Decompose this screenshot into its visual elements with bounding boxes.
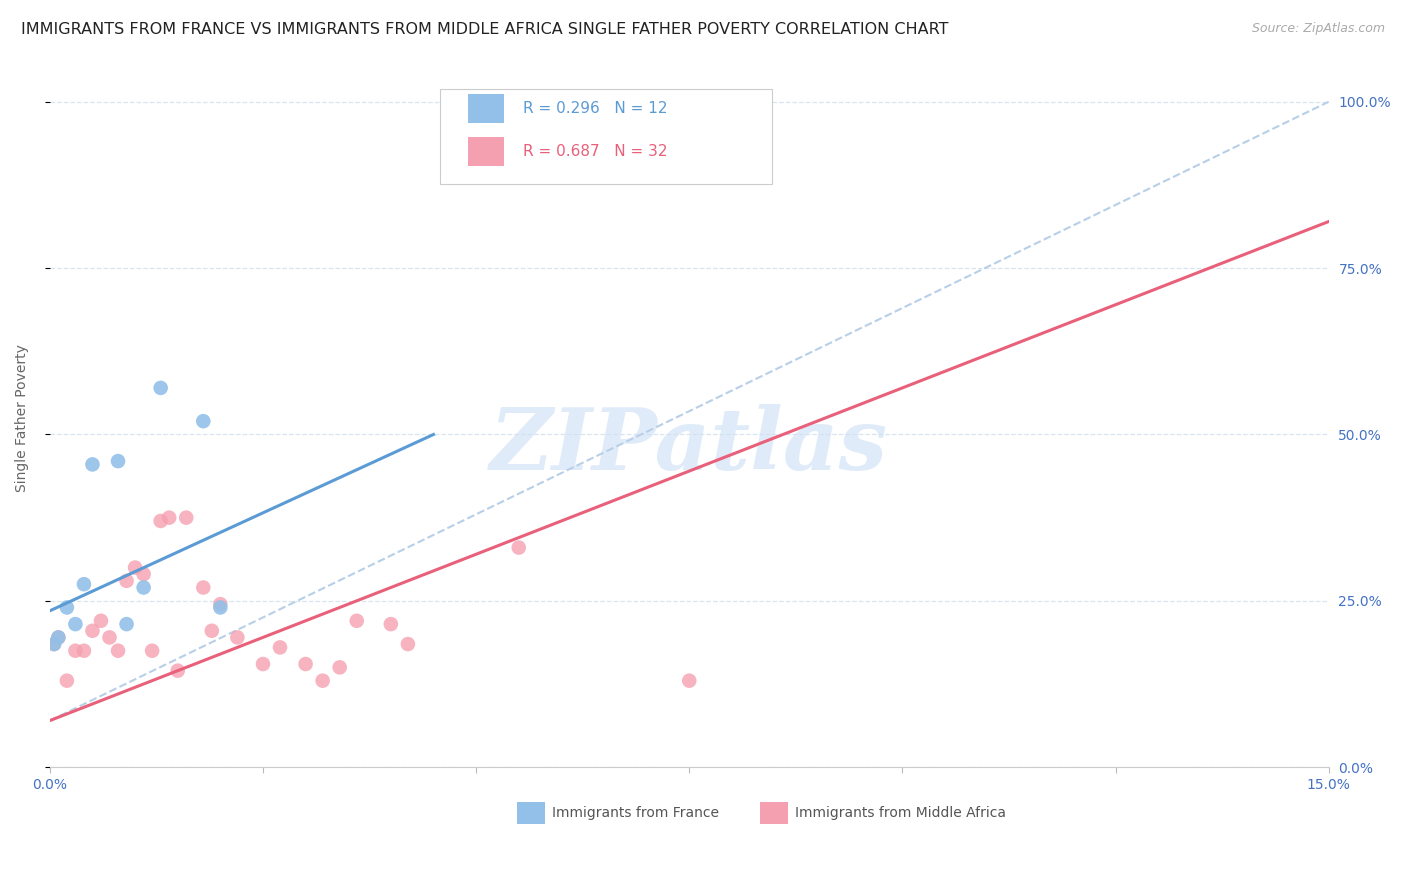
Point — [42, 637, 65, 651]
Point — [141, 644, 163, 658]
Point — [115, 617, 138, 632]
Point — [65, 644, 87, 658]
Point — [269, 640, 291, 655]
Point — [56, 600, 79, 615]
Point — [124, 560, 146, 574]
Point — [42, 637, 65, 651]
Point — [166, 664, 188, 678]
Point — [396, 637, 419, 651]
Point — [311, 673, 333, 688]
FancyBboxPatch shape — [468, 94, 503, 123]
Text: ZIPatlas: ZIPatlas — [491, 404, 889, 488]
Point — [90, 614, 112, 628]
Text: Immigrants from France: Immigrants from France — [553, 806, 720, 821]
Point — [346, 614, 368, 628]
Point — [98, 631, 121, 645]
Text: Immigrants from Middle Africa: Immigrants from Middle Africa — [796, 806, 1007, 821]
Point — [226, 631, 249, 645]
Point — [149, 381, 172, 395]
Point — [107, 454, 129, 468]
Point — [193, 581, 215, 595]
Text: IMMIGRANTS FROM FRANCE VS IMMIGRANTS FROM MIDDLE AFRICA SINGLE FATHER POVERTY CO: IMMIGRANTS FROM FRANCE VS IMMIGRANTS FRO… — [21, 22, 949, 37]
Point — [174, 510, 197, 524]
Point — [252, 657, 274, 671]
Point — [107, 644, 129, 658]
Point — [193, 414, 215, 428]
Point — [73, 644, 96, 658]
Point — [56, 673, 79, 688]
Point — [82, 624, 104, 638]
FancyBboxPatch shape — [468, 137, 503, 166]
Point — [329, 660, 352, 674]
Point — [149, 514, 172, 528]
Y-axis label: Single Father Poverty: Single Father Poverty — [15, 344, 30, 491]
Text: R = 0.296   N = 12: R = 0.296 N = 12 — [523, 101, 668, 116]
Point — [209, 600, 232, 615]
FancyBboxPatch shape — [440, 89, 772, 184]
Point — [115, 574, 138, 588]
Point — [73, 577, 96, 591]
Point — [132, 581, 155, 595]
Point — [209, 597, 232, 611]
Point — [82, 458, 104, 472]
Point — [678, 673, 700, 688]
Point — [380, 617, 402, 632]
Point — [157, 510, 180, 524]
Point — [48, 631, 70, 645]
Text: R = 0.687   N = 32: R = 0.687 N = 32 — [523, 145, 668, 159]
Text: Source: ZipAtlas.com: Source: ZipAtlas.com — [1251, 22, 1385, 36]
Point — [132, 567, 155, 582]
Point — [201, 624, 224, 638]
FancyBboxPatch shape — [759, 802, 787, 824]
Point — [48, 631, 70, 645]
Point — [65, 617, 87, 632]
FancyBboxPatch shape — [516, 802, 544, 824]
Point — [508, 541, 530, 555]
Point — [294, 657, 316, 671]
Point — [593, 112, 616, 126]
